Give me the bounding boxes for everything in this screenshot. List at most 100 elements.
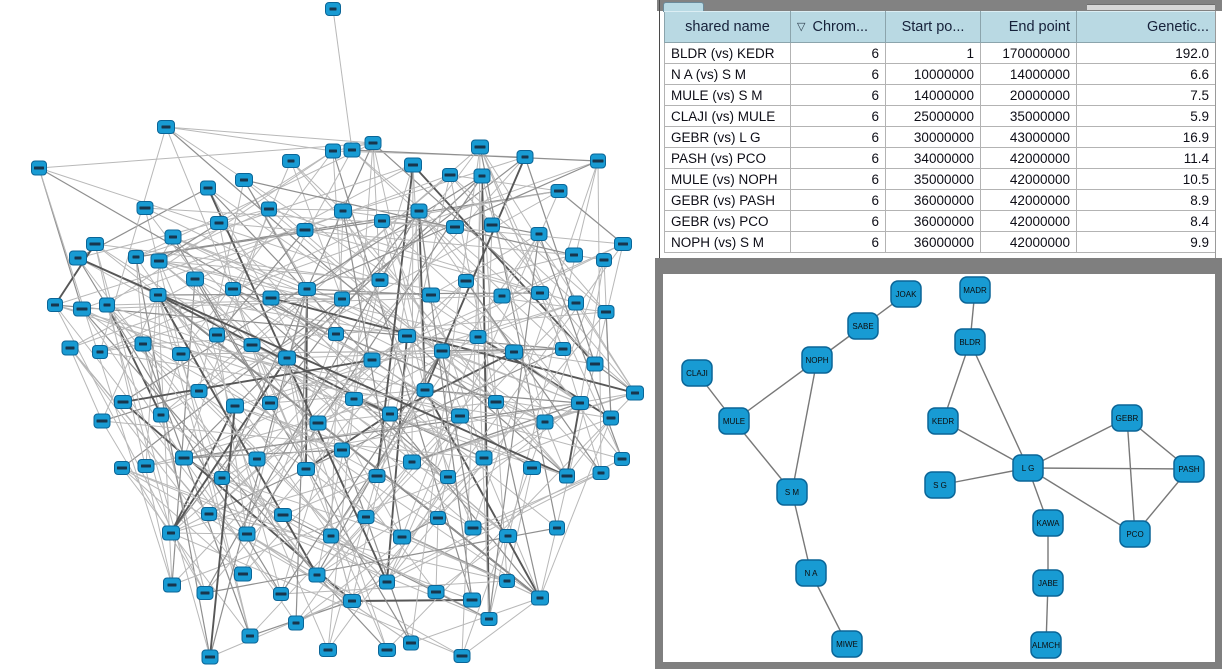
network-node[interactable]	[296, 223, 314, 237]
network-node[interactable]	[416, 383, 434, 397]
table-cell[interactable]: PASH (vs) PCO	[664, 147, 791, 169]
network-node[interactable]	[484, 217, 500, 233]
network-node[interactable]	[274, 508, 292, 522]
network-node[interactable]	[325, 143, 341, 159]
column-header-end-point[interactable]: End point	[980, 11, 1077, 43]
network-node[interactable]	[475, 450, 493, 466]
network-node[interactable]	[273, 587, 289, 601]
network-node[interactable]	[586, 356, 604, 372]
table-cell[interactable]: MULE (vs) S M	[664, 84, 791, 106]
network-node[interactable]	[69, 250, 87, 266]
network-node[interactable]	[92, 345, 108, 359]
network-node[interactable]	[175, 450, 193, 466]
table-cell[interactable]: 6	[790, 231, 886, 253]
node-shape[interactable]	[795, 559, 827, 587]
network-node[interactable]	[378, 643, 396, 657]
network-node[interactable]	[334, 442, 350, 458]
filter-icon[interactable]: ▽	[797, 21, 806, 33]
table-cell[interactable]: 6	[790, 105, 886, 127]
node-shape[interactable]	[1032, 569, 1064, 597]
network-node[interactable]	[471, 139, 489, 155]
network-node[interactable]	[531, 286, 549, 300]
network-node-kedr[interactable]: KEDR	[927, 407, 959, 435]
network-node[interactable]	[238, 526, 256, 542]
network-node[interactable]	[248, 451, 266, 467]
table-cell[interactable]: 6	[790, 126, 886, 148]
network-node[interactable]	[114, 461, 130, 475]
network-node[interactable]	[172, 347, 190, 361]
node-shape[interactable]	[924, 471, 956, 499]
network-node[interactable]	[262, 290, 280, 306]
table-cell[interactable]: 6	[790, 84, 886, 106]
network-node[interactable]	[493, 288, 511, 304]
network-node[interactable]	[368, 469, 386, 483]
network-node[interactable]	[505, 344, 523, 360]
network-node[interactable]	[226, 398, 244, 414]
table-cell[interactable]: 14000000	[885, 84, 981, 106]
network-node[interactable]	[325, 2, 341, 16]
node-shape[interactable]	[681, 359, 713, 387]
network-node[interactable]	[114, 395, 132, 409]
table-cell[interactable]: 5.9	[1076, 105, 1216, 127]
table-cell[interactable]: 35000000	[885, 168, 981, 190]
network-node[interactable]	[568, 295, 584, 311]
network-node[interactable]	[149, 288, 167, 302]
network-node[interactable]	[434, 343, 450, 359]
network-node[interactable]	[234, 566, 252, 582]
network-node[interactable]	[214, 471, 230, 485]
network-node[interactable]	[210, 216, 228, 230]
table-cell[interactable]: GEBR (vs) L G	[664, 126, 791, 148]
network-node[interactable]	[464, 520, 482, 536]
node-shape[interactable]	[1030, 631, 1062, 659]
selected-network-canvas[interactable]: JOAK SABE NOPH CLAJI MULE S M N A MIWE MADR BLDR K…	[663, 274, 1215, 662]
network-node[interactable]	[550, 184, 568, 198]
network-node[interactable]	[549, 520, 565, 536]
network-node-miwe[interactable]: MIWE	[831, 630, 863, 658]
table-cell[interactable]: 6	[790, 189, 886, 211]
network-node[interactable]	[469, 330, 487, 344]
column-header-start-po-[interactable]: Start po...	[885, 11, 981, 43]
table-cell[interactable]: 10000000	[885, 63, 981, 85]
network-node[interactable]	[403, 454, 421, 470]
table-cell[interactable]: 36000000	[885, 189, 981, 211]
network-node[interactable]	[163, 577, 181, 593]
network-node[interactable]	[590, 153, 606, 169]
table-cell[interactable]: 35000000	[980, 105, 1077, 127]
network-node[interactable]	[357, 510, 375, 524]
network-node[interactable]	[592, 466, 610, 480]
network-node[interactable]	[278, 350, 296, 366]
table-cell[interactable]: 25000000	[885, 105, 981, 127]
network-node[interactable]	[128, 250, 144, 264]
node-shape[interactable]	[1012, 454, 1044, 482]
network-node[interactable]	[73, 301, 91, 317]
table-cell[interactable]: 30000000	[885, 126, 981, 148]
node-shape[interactable]	[1032, 509, 1064, 537]
table-cell[interactable]: BLDR (vs) KEDR	[664, 42, 791, 64]
network-node[interactable]	[555, 342, 571, 356]
table-row[interactable]: BLDR (vs) KEDR 6 1 170000000 192.0	[664, 42, 1216, 64]
network-node[interactable]	[379, 574, 395, 590]
table-cell[interactable]: 9.9	[1076, 231, 1216, 253]
network-node[interactable]	[150, 253, 168, 269]
selected-network-view[interactable]: JOAK SABE NOPH CLAJI MULE S M N A MIWE MADR BLDR K…	[663, 274, 1215, 662]
network-node-pco[interactable]: PCO	[1119, 520, 1151, 548]
network-node[interactable]	[298, 282, 316, 296]
network-node[interactable]	[626, 385, 644, 401]
table-row[interactable]: PASH (vs) PCO 6 34000000 42000000 11.4	[664, 147, 1216, 169]
network-node-claji[interactable]: CLAJI	[681, 359, 713, 387]
network-node-madr[interactable]: MADR	[959, 276, 991, 304]
network-node-bldr[interactable]: BLDR	[954, 328, 986, 356]
network-node-joak[interactable]: JOAK	[890, 280, 922, 308]
network-node[interactable]	[453, 649, 471, 663]
network-node[interactable]	[190, 384, 208, 398]
table-row[interactable]: GEBR (vs) PCO 6 36000000 42000000 8.4	[664, 210, 1216, 232]
network-node[interactable]	[186, 271, 204, 287]
network-node-l-g[interactable]: L G	[1012, 454, 1044, 482]
network-node[interactable]	[209, 327, 225, 343]
network-node[interactable]	[282, 154, 300, 168]
network-node-gebr[interactable]: GEBR	[1111, 404, 1143, 432]
network-node[interactable]	[488, 395, 504, 409]
network-node[interactable]	[164, 229, 182, 245]
table-cell[interactable]: NOPH (vs) S M	[664, 231, 791, 253]
table-cell[interactable]: 34000000	[885, 147, 981, 169]
